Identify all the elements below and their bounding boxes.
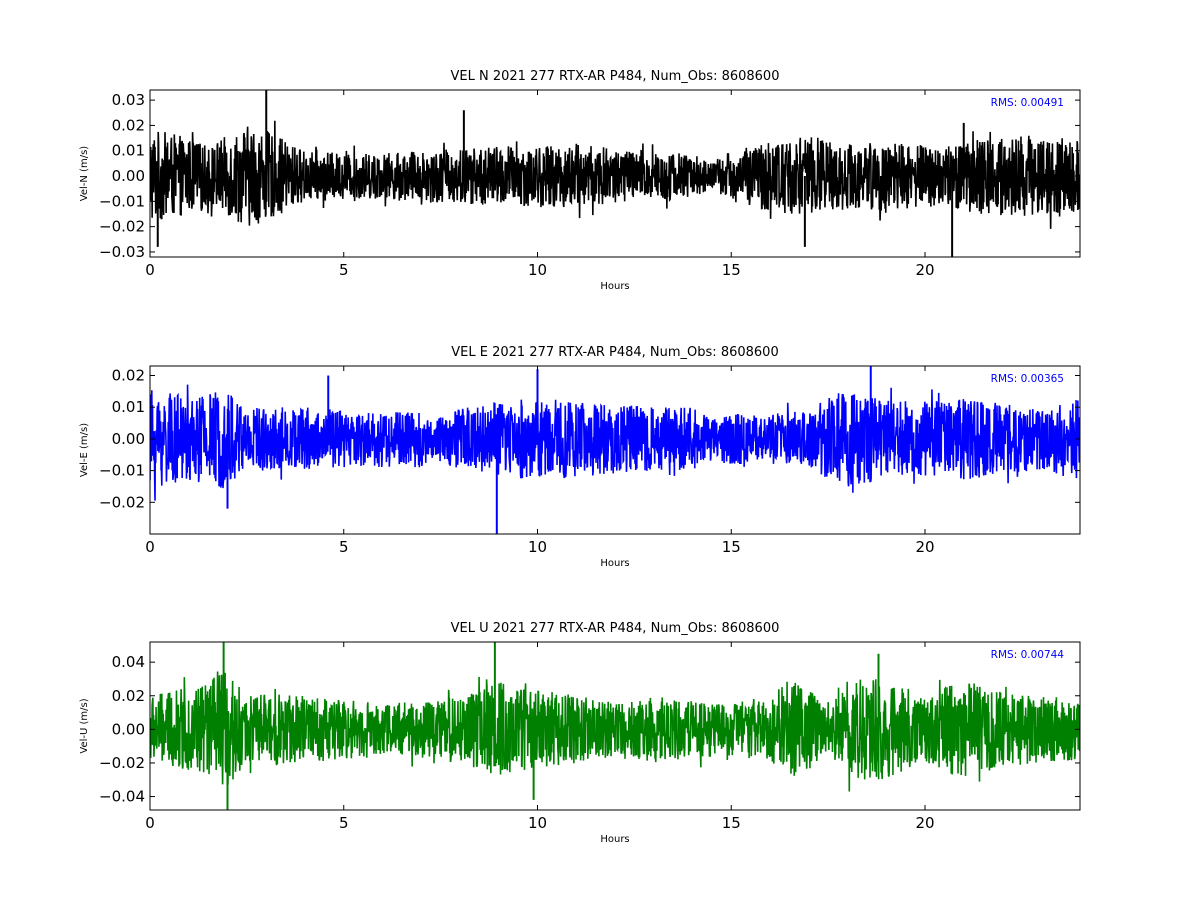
y-tick-label: 0.04 [112,653,145,671]
x-tick-label: 5 [339,814,349,832]
x-tick-label: 10 [528,261,547,279]
x-tick-label: 15 [722,261,741,279]
rms-annotation: RMS: 0.00744 [991,649,1065,661]
y-tick-label: 0.01 [112,142,145,160]
axes-frame [149,365,1081,535]
y-tick-label: −0.02 [99,493,145,511]
series-line [150,384,1080,501]
chart-title: VEL N 2021 277 RTX-AR P484, Num_Obs: 860… [451,69,780,84]
y-tick-label: −0.01 [99,192,145,210]
y-tick-label: 0.02 [112,116,145,134]
axes-frame [149,641,1081,811]
x-axis-label: Hours [600,834,629,845]
x-tick-label: 20 [915,538,934,556]
x-tick-label: 5 [339,538,349,556]
y-tick-label: 0.02 [112,367,145,385]
x-tick-label: 0 [145,814,155,832]
chart-panel-2: 0 5 10 15 20 −0.02 −0.01 0.00 0.01 0.02 VEL E 2021… [79,345,1081,569]
y-tick-label: 0.02 [112,687,145,705]
x-axis-label: Hours [600,281,629,292]
x-tick-label: 20 [915,814,934,832]
chart-panel-1: 0 5 10 15 20 −0.03 −0.02 −0.01 0.00 0.01 0.02 0.03 V… [79,69,1081,292]
x-tick-label: 0 [145,538,155,556]
x-tick-label: 5 [339,261,349,279]
rms-annotation: RMS: 0.00365 [991,373,1064,385]
y-tick-label: 0.01 [112,398,145,416]
y-tick-label: 0.00 [112,167,145,185]
series-line [150,120,1080,229]
rms-annotation: RMS: 0.00491 [991,97,1064,109]
x-tick-label: 20 [915,261,934,279]
x-axis-label: Hours [600,558,629,569]
y-tick-label: −0.02 [99,218,145,236]
y-axis-label: Vel-N (m/s) [79,146,90,201]
y-axis-label: Vel-E (m/s) [79,423,90,477]
axes-frame [149,89,1081,258]
y-tick-label: −0.01 [99,462,145,480]
y-tick-label: 0.03 [112,91,145,109]
x-tick-label: 10 [528,814,547,832]
x-tick-label: 0 [145,261,155,279]
chart-title: VEL U 2021 277 RTX-AR P484, Num_Obs: 860… [451,621,780,636]
y-axis-label: Vel-U (m/s) [79,698,90,753]
x-tick-label: 10 [528,538,547,556]
y-tick-label: −0.02 [99,754,145,772]
y-tick-label: −0.03 [99,243,145,261]
chart-panel-3: 0 5 10 15 20 −0.04 −0.02 0.00 0.02 0.04 VEL U 2021… [79,621,1081,845]
y-tick-label: 0.00 [112,720,145,738]
series-line [150,671,1080,792]
x-tick-label: 15 [722,538,741,556]
y-tick-label: −0.04 [99,788,145,806]
y-tick-label: 0.00 [112,430,145,448]
chart-title: VEL E 2021 277 RTX-AR P484, Num_Obs: 860… [451,345,778,360]
x-tick-label: 15 [722,814,741,832]
